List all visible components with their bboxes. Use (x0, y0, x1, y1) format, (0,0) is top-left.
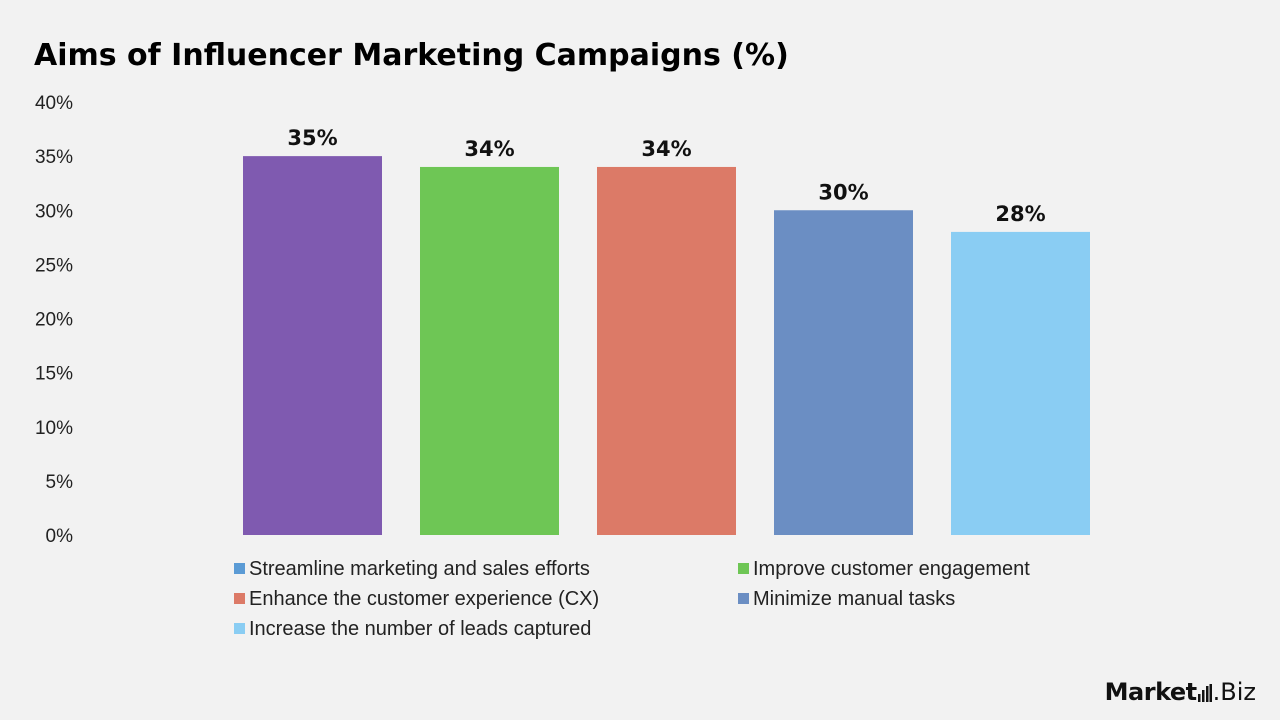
data-label: 30% (818, 180, 868, 204)
data-label: 35% (287, 126, 337, 150)
legend-label: Minimize manual tasks (753, 588, 955, 610)
bar (420, 166, 559, 535)
y-tick-label: 15% (35, 364, 73, 385)
y-tick-label: 40% (35, 93, 73, 114)
legend-swatch (738, 563, 749, 574)
legend-swatch (234, 563, 245, 574)
legend-label: Increase the number of leads captured (249, 618, 591, 640)
legend-label: Enhance the customer experience (CX) (249, 588, 599, 610)
y-tick-label: 25% (35, 255, 73, 276)
logo-suffix: .Biz (1212, 678, 1256, 706)
data-label: 34% (641, 137, 691, 161)
y-tick-label: 30% (35, 201, 73, 222)
bar (951, 231, 1090, 535)
bar (597, 166, 736, 535)
bars (243, 156, 1090, 535)
legend-label: Streamline marketing and sales efforts (249, 558, 590, 580)
legend-swatch (738, 593, 749, 604)
legend-swatch (234, 593, 245, 604)
y-tick-label: 35% (35, 147, 73, 168)
legend-swatch (234, 623, 245, 634)
bar-chart-icon (1197, 684, 1212, 702)
y-tick-label: 0% (46, 526, 74, 547)
bar (243, 156, 382, 535)
logo-brand: Market (1104, 678, 1197, 706)
y-tick-label: 20% (35, 310, 73, 331)
data-labels: 35% 34% 34% 30% 28% (287, 126, 1045, 226)
bar (774, 210, 913, 535)
chart-title: Aims of Influencer Marketing Campaigns (… (34, 38, 789, 73)
data-label: 34% (464, 137, 514, 161)
legend: Streamline marketing and sales efforts Im… (234, 558, 1030, 640)
data-label: 28% (995, 202, 1045, 226)
y-tick-label: 5% (46, 472, 74, 493)
y-tick-label: 10% (35, 418, 73, 439)
legend-label: Improve customer engagement (753, 558, 1030, 580)
marketbiz-logo: Market .Biz (1105, 678, 1256, 706)
y-axis: 0% 5% 10% 15% 20% 25% 30% 35% 40% (35, 93, 73, 547)
